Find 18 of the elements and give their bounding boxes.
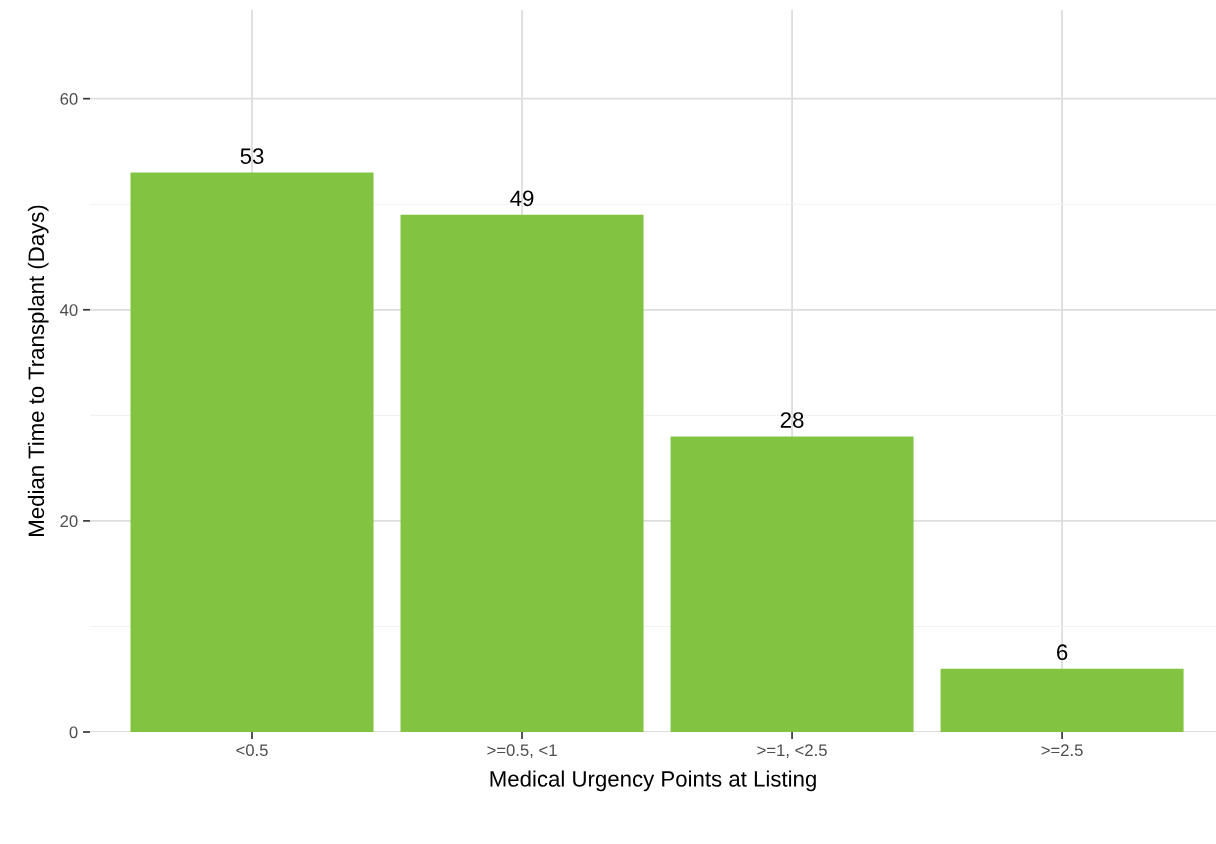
data-label: 6 (1057, 644, 1068, 661)
data-label: 28 (780, 412, 804, 428)
bar (940, 668, 1184, 732)
x-axis-title: Medical Urgency Points at Listing (490, 770, 816, 792)
x-tick-label: >=0.5, <1 (487, 744, 557, 759)
bar (670, 436, 914, 732)
bar (130, 172, 374, 732)
y-tick-label: 40 (60, 304, 78, 316)
x-tick-label: >=1, <2.5 (757, 744, 827, 759)
data-label: 53 (240, 148, 264, 164)
y-tick-label: 60 (60, 93, 78, 105)
bar (400, 214, 644, 732)
y-tick-label: 20 (60, 515, 78, 528)
x-tick-label: >=2.5 (1041, 744, 1083, 757)
data-label: 49 (510, 190, 534, 207)
y-tick-label: 0 (69, 726, 78, 739)
x-tick-label: <0.5 (236, 744, 268, 757)
y-axis-title: Median Time to Transplant (Days) (27, 205, 49, 536)
